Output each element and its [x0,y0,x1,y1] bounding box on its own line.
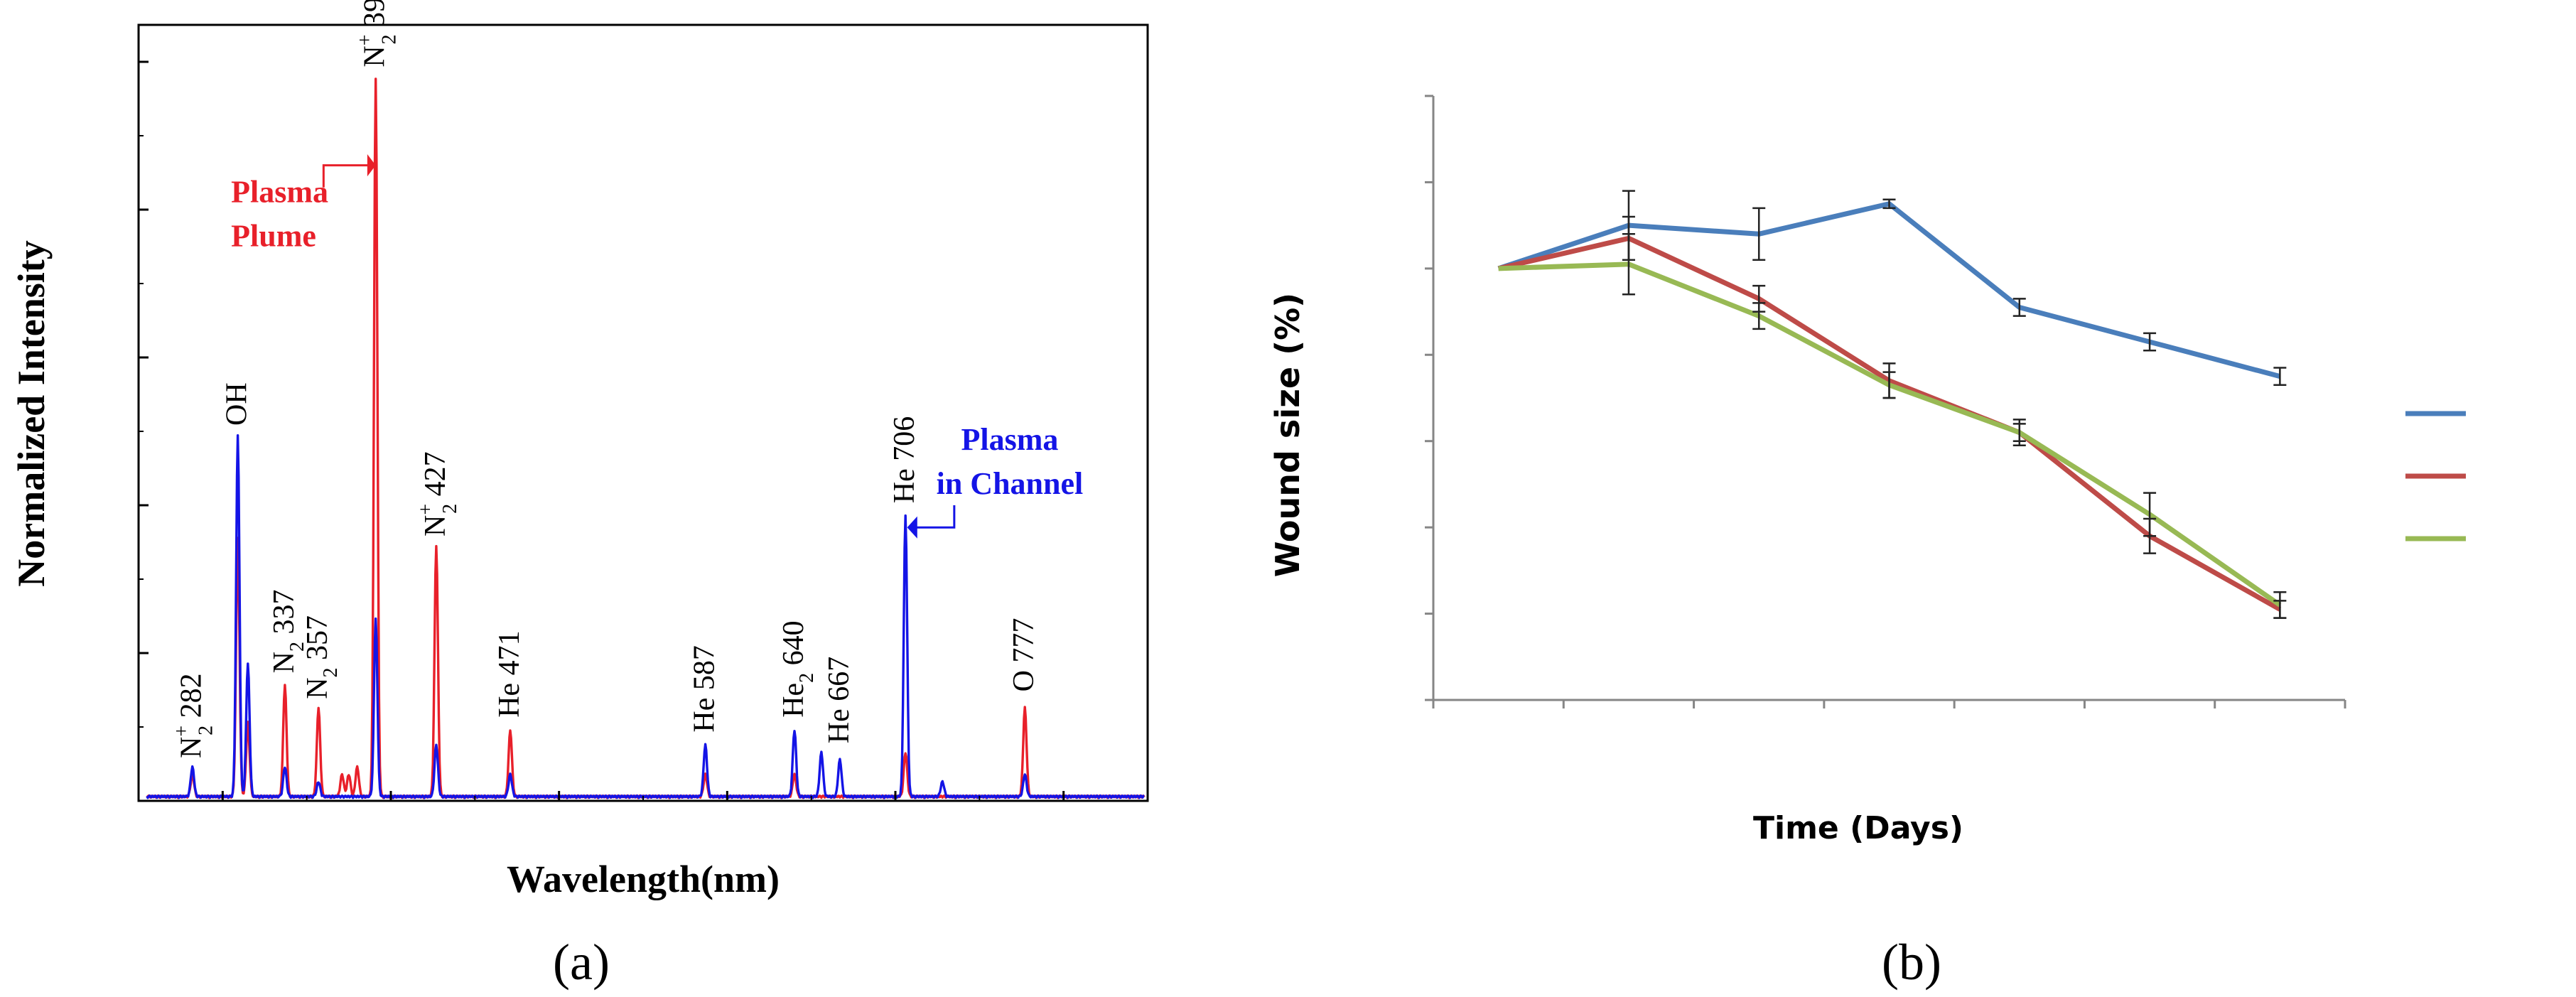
panel-a-callout-line: Plasma [961,422,1058,457]
panel-a-peak-label: O 777 [1008,618,1040,692]
panel-a-peak-label-species: O [1008,670,1040,691]
panel-a-peak-label-species: N [359,45,392,67]
panel-a-peak-label-subscript: 2 [796,673,818,683]
panel-a-peak-label-wavelength: 667 [823,657,856,709]
panel-a-peak-label-charge: + [171,726,193,737]
panel-a-label: (a) [553,934,610,991]
panel-a-peak-label-wavelength: 471 [493,630,526,683]
panel-a-plume-pointer [322,164,372,188]
panel-a-peak-label: N2 337 [268,590,308,674]
panel-a-peak-label: N+ 2 427 [415,451,461,537]
panel-b-series-line-con [1497,201,2281,379]
panel-a-peak-label-species: He [888,468,921,503]
panel-a-peak-label-wavelength: 357 [301,615,334,668]
panel-a-plot-frame [137,23,1149,802]
panel-b-x-axis-title: Time (Days) [1753,810,1963,846]
panel-b-y-axis-title: Wound size (%) [1268,293,1307,577]
panel-a-channel-arrowhead [907,516,917,539]
panel-a-peak-label-wavelength: 587 [689,645,721,698]
panel-a-peak-label-species: N [419,515,452,537]
panel-a-peak-label: N2 357 [301,615,342,699]
panel-a-y-axis-title: Normalized Intensity [10,240,53,586]
panel-a-peak-label-species: He [823,708,856,743]
panel-a-peak-label: He 471 [493,630,526,717]
panel-a-x-axis-title: Wavelength(nm) [507,858,780,900]
panel-a-peak-label-wavelength: 337 [268,590,301,642]
panel-a-peak-label-species: He [689,698,721,733]
panel-a-peak-label-subscript: 2 [379,34,401,44]
panel-a-peak-label-wavelength: 706 [888,416,921,469]
panel-b-label: (b) [1882,934,1941,991]
panel-a-peak-label-subscript: 2 [439,504,461,514]
panel-a-peak-label-wavelength: 282 [176,673,208,726]
panel-a-peak-label-charge: + [415,504,437,515]
panel-a-peak-label-wavelength: 640 [777,620,810,673]
panel-b-series-line-p2m [1498,262,2282,608]
panel-a-peak-label-charge: + [355,34,377,45]
panel-a-peak-label-wavelength: 777 [1008,618,1040,671]
panel-a-callout-line: Plume [231,219,316,254]
panel-a-marks [146,77,1146,799]
panel-a-peak-label-subscript: 2 [320,667,342,677]
panel-a-peak-label: He 667 [823,657,856,743]
panel-a-callout-line: Plasma [231,175,328,210]
panel-a-peak-label: N+ 2 282 [171,673,217,758]
panel-a-axes [138,60,1148,802]
panel-a-peak-label: He 706 [888,416,921,503]
panel-a-peak-label-species: He [493,683,526,718]
panel-b-marks [1497,190,2287,619]
panel-b-series-line-p1m [1497,235,2282,612]
panel-b-legend [2405,411,2466,541]
panel-a-peak-label-species: OH [221,382,254,426]
panel-a-channel-pointer [910,505,956,529]
panel-a-plume-arrowhead [367,154,376,177]
panel-a-peak-label-subscript: 2 [286,642,308,652]
panel-a-peak-label: He 587 [689,645,721,732]
panel-a-callout-plasma-plume: Plasma Plume [231,175,328,254]
panel-b-wound-size: Time (Days) Wound size (%) (b) [1268,95,2466,991]
panel-a-peak-label-species: N [268,652,301,673]
panel-a-peak-label-species: He [777,683,810,718]
panel-a-peak-label-species: N [176,737,208,758]
panel-a-peak-label: OH [221,382,254,426]
panel-a-peak-label-wavelength: 427 [419,451,452,504]
panel-a-series-line-plasma-in-channel [146,434,1145,799]
panel-a-peak-label: N+ 2 391 [355,0,401,68]
panel-a-peak-label-species: N [301,677,334,699]
panel-b-axes [1425,95,2346,708]
panel-a-peak-label: He2 640 [777,620,818,717]
panel-a-peak-label-wavelength: 391 [359,0,392,34]
panel-a-callout-plasma-in-channel: Plasma in Channel [937,422,1084,501]
panel-a-callout-line: in Channel [937,466,1084,501]
panel-a-peak-label-subscript: 2 [195,726,217,735]
